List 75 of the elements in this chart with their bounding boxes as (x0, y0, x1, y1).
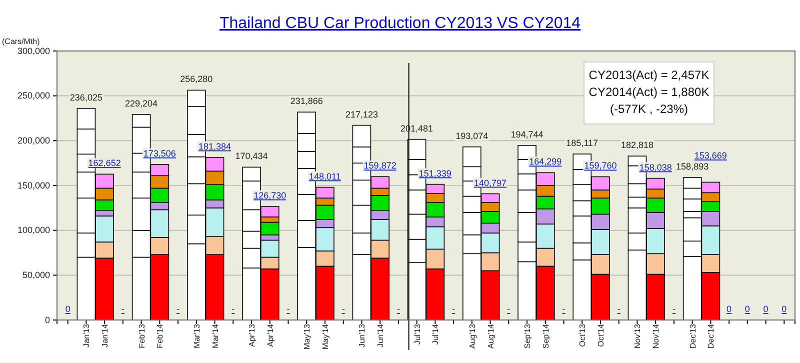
total-label: 193,074 (456, 130, 488, 141)
total-label: 181,384 (198, 141, 232, 152)
x-tick-label: Feb'14 (156, 323, 165, 348)
text: - (507, 304, 510, 314)
x-tick-label: Oct'13 (578, 323, 588, 347)
y-tick-label: 50,000 (22, 270, 50, 280)
annotation: CY2013(Act) = 2,457K (588, 68, 710, 82)
total-label: 236,025 (70, 92, 102, 102)
y-axis-title: (Cars/Mth) (2, 37, 40, 46)
total-label: 151,339 (418, 168, 452, 178)
text: - (672, 304, 676, 314)
total-label: 185,117 (566, 138, 598, 148)
total-label: 153,669 (694, 150, 727, 161)
text: - (232, 304, 235, 314)
x-tick-label: Nov'14 (652, 323, 661, 349)
total-label: 173,506 (143, 148, 176, 158)
annotation: (-577K , -23%) (610, 102, 688, 116)
x-tick-label: Feb'13 (137, 323, 146, 348)
total-label: 231,866 (290, 96, 323, 106)
chart-title: Thailand CBU Car Production CY2013 VS CY2014 (219, 15, 581, 32)
total-label: 217,123 (345, 109, 378, 120)
text: - (396, 304, 400, 314)
total-label: 182,818 (620, 140, 654, 150)
text: - (121, 304, 124, 314)
x-tick-label: Jul'14 (431, 323, 440, 345)
text: - (452, 304, 456, 314)
total-label: 158,893 (676, 162, 709, 172)
x-tick-label: Jun'14 (376, 323, 386, 348)
x-tick-label: Jan'14 (100, 323, 110, 348)
x-tick-label: Aug'14 (486, 323, 496, 349)
x-tick-label: Aug'13 (468, 323, 477, 349)
x-tick-label: Dec'14 (706, 323, 716, 349)
text: - (176, 304, 180, 314)
x-tick-label: Sep'14 (541, 323, 550, 349)
total-label: 159,872 (364, 160, 396, 171)
x-tick-label: Mar'14 (210, 323, 220, 348)
x-tick-label: Nov'13 (633, 323, 642, 349)
total-label: 170,434 (235, 151, 268, 162)
x-tick-label: Dec'13 (688, 323, 698, 349)
text: 0 (744, 304, 750, 314)
text: 0 (65, 304, 70, 314)
x-tick-label: Jun'13 (358, 323, 367, 348)
total-label: 229,204 (125, 98, 158, 108)
y-tick-label: 150,000 (17, 180, 50, 190)
total-label: 194,744 (510, 129, 544, 140)
total-label: 162,652 (88, 158, 121, 168)
x-tick-label: Mar'13 (192, 323, 202, 348)
text: 0 (726, 304, 732, 314)
y-tick-label: 100,000 (17, 225, 50, 236)
text: - (562, 304, 566, 314)
text: - (617, 304, 620, 314)
total-label: 140,797 (474, 178, 507, 188)
text: - (342, 304, 345, 314)
x-tick-label: Oct'14 (596, 323, 606, 347)
x-tick-label: Jan'13 (82, 323, 92, 348)
x-tick-label: May'13 (302, 323, 312, 350)
y-tick-label: 250,000 (17, 90, 50, 101)
text: 0 (782, 304, 787, 314)
annotation: CY2014(Act) = 1,880K (588, 85, 710, 99)
x-tick-label: Jul'13 (412, 323, 422, 345)
total-label: 256,280 (180, 74, 213, 84)
text: - (286, 304, 290, 314)
total-label: 159,760 (584, 160, 617, 171)
x-tick-label: Apr'13 (248, 323, 257, 347)
total-label: 158,038 (639, 162, 672, 172)
x-tick-label: Apr'14 (266, 323, 275, 347)
x-tick-label: Sep'13 (523, 323, 532, 349)
total-label: 126,730 (254, 190, 286, 200)
y-tick-label: 300,000 (17, 46, 50, 56)
text: 0 (763, 304, 768, 314)
y-tick-label: 0 (44, 314, 50, 325)
x-tick-label: May'14 (320, 323, 330, 350)
y-tick-label: 200,000 (17, 136, 50, 146)
total-label: 148,011 (309, 171, 341, 182)
total-label: 164,299 (529, 156, 562, 167)
